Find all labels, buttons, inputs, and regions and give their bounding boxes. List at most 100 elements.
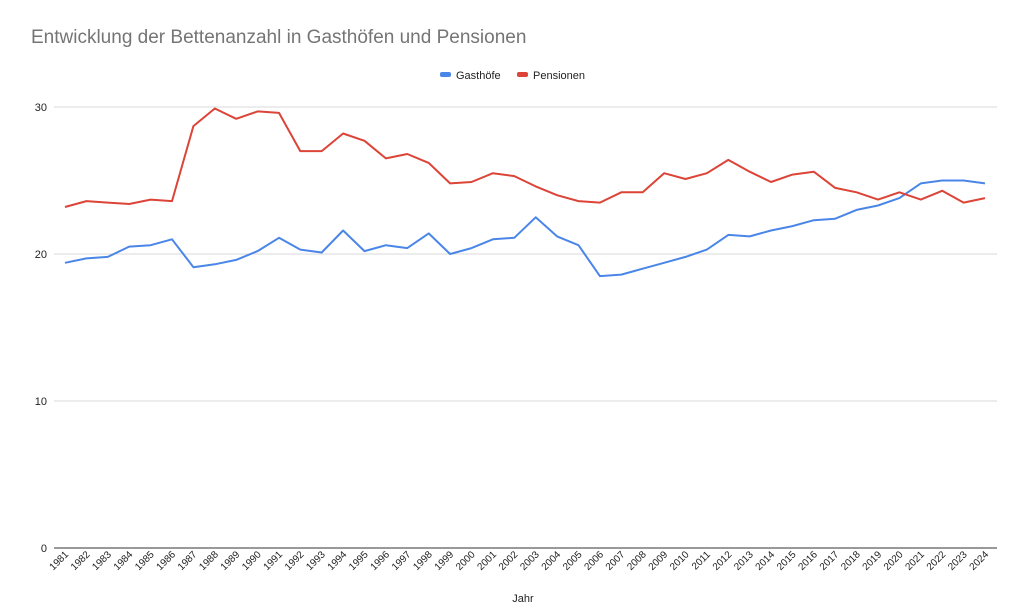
x-tick-label: 2005 (561, 549, 585, 573)
x-tick-label: 1993 (304, 549, 328, 573)
legend: Gasthöfe Pensionen (440, 70, 585, 82)
data-point (404, 151, 410, 157)
x-tick-label: 1997 (390, 549, 414, 573)
x-tick-label: 2022 (925, 549, 949, 573)
data-point (533, 214, 539, 220)
data-point (511, 173, 517, 179)
data-point (640, 189, 646, 195)
data-point (297, 148, 303, 154)
x-tick-label: 2024 (968, 549, 992, 573)
data-point (575, 198, 581, 204)
data-point (875, 202, 881, 208)
data-point (682, 254, 688, 260)
x-tick-label: 1999 (433, 549, 457, 573)
data-point (447, 251, 453, 257)
x-tick-label: 2016 (796, 549, 820, 573)
data-point (190, 123, 196, 129)
x-tick-label: 2004 (540, 549, 564, 573)
legend-label: Gasthöfe (456, 70, 501, 82)
data-point (404, 245, 410, 251)
y-axis-tick-labels: 0 10 20 30 (35, 102, 47, 555)
data-point (982, 180, 988, 186)
y-tick-label: 20 (35, 249, 47, 261)
data-point (875, 197, 881, 203)
data-point (811, 169, 817, 175)
data-point (255, 248, 261, 254)
x-tick-label: 2013 (732, 549, 756, 573)
x-tick-label: 1988 (197, 549, 221, 573)
data-point (597, 200, 603, 206)
x-tick-label: 2001 (476, 549, 500, 573)
x-tick-label: 2019 (861, 549, 885, 573)
data-point (426, 160, 432, 166)
data-point (105, 254, 111, 260)
data-point (190, 264, 196, 270)
data-point (233, 257, 239, 263)
x-tick-label: 2002 (497, 549, 521, 573)
data-point (212, 261, 218, 267)
x-tick-label: 2018 (839, 549, 863, 573)
data-point (255, 108, 261, 114)
data-point (511, 235, 517, 241)
data-point (789, 223, 795, 229)
x-tick-label: 2003 (518, 549, 542, 573)
y-tick-label: 30 (35, 102, 47, 114)
data-point (447, 180, 453, 186)
x-tick-label: 1984 (112, 549, 136, 573)
data-point (148, 197, 154, 203)
x-tick-label: 2008 (625, 549, 649, 573)
data-point (832, 185, 838, 191)
data-point (148, 242, 154, 248)
data-point (469, 179, 475, 185)
data-point (618, 272, 624, 278)
x-tick-label: 2006 (582, 549, 606, 573)
data-point (811, 217, 817, 223)
data-point (83, 198, 89, 204)
data-point (725, 232, 731, 238)
data-point (597, 273, 603, 279)
data-point (854, 189, 860, 195)
x-tick-label: 1998 (411, 549, 435, 573)
data-point (661, 260, 667, 266)
data-point (62, 204, 68, 210)
x-axis-tick-labels: 1981198219831984198519861987198819891990… (48, 549, 992, 573)
x-tick-label: 2017 (818, 549, 842, 573)
data-point (661, 170, 667, 176)
data-point (961, 178, 967, 184)
data-point (362, 248, 368, 254)
data-point (126, 201, 132, 207)
data-point (212, 105, 218, 111)
data-point (854, 207, 860, 213)
data-point (340, 130, 346, 136)
x-tick-label: 1989 (219, 549, 243, 573)
legend-swatch (440, 72, 451, 77)
data-point (533, 183, 539, 189)
data-point (383, 155, 389, 161)
series-line-pensionen (64, 107, 986, 208)
data-point (640, 266, 646, 272)
data-point (575, 242, 581, 248)
data-point (682, 176, 688, 182)
x-tick-label: 1994 (326, 549, 350, 573)
data-point (939, 188, 945, 194)
data-point (126, 244, 132, 250)
x-tick-label: 2000 (454, 549, 478, 573)
x-tick-label: 2023 (946, 549, 970, 573)
data-point (62, 260, 68, 266)
gridlines (54, 106, 997, 549)
data-point (105, 200, 111, 206)
data-point (961, 200, 967, 206)
y-tick-label: 10 (35, 396, 47, 408)
data-point (490, 170, 496, 176)
x-tick-label: 1986 (155, 549, 179, 573)
x-axis-label: Jahr (512, 593, 534, 605)
data-point (704, 170, 710, 176)
data-point (362, 138, 368, 144)
x-tick-label: 1992 (283, 549, 307, 573)
x-tick-label: 1981 (48, 549, 72, 573)
x-tick-label: 2011 (690, 549, 713, 572)
x-tick-label: 1982 (69, 549, 93, 573)
data-point (169, 236, 175, 242)
x-tick-label: 2009 (647, 549, 671, 573)
y-tick-label: 0 (41, 543, 47, 555)
